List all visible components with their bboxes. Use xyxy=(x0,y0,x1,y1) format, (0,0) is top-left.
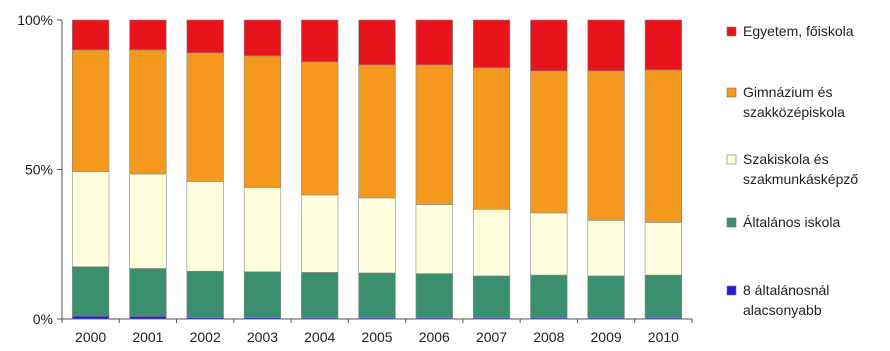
bar-segment-2001-series-3 xyxy=(129,49,167,175)
bar-segment-2005-series-1 xyxy=(358,272,396,319)
legend-label-line: szakmunkásképző xyxy=(743,171,858,187)
bar-segment-2002-series-2 xyxy=(186,181,224,272)
bar-segment-2010-series-2 xyxy=(644,222,682,276)
bar-segment-2008-series-2 xyxy=(530,212,568,276)
bar-segment-2006-series-1 xyxy=(415,273,453,319)
legend-label-line: Gimnázium és xyxy=(743,84,832,100)
bar-segment-2008-series-4 xyxy=(530,19,568,72)
bar-segment-2010-series-1 xyxy=(644,274,682,319)
x-tick-label-2004: 2004 xyxy=(304,329,335,345)
legend-label-line: alacsonyabb xyxy=(743,302,822,318)
bar-segment-2006-series-4 xyxy=(415,19,453,66)
bar-segment-2003-series-4 xyxy=(243,19,282,57)
y-tick-label: 0% xyxy=(33,311,53,327)
x-tick-label-2000: 2000 xyxy=(75,329,106,345)
y-tick-label: 50% xyxy=(25,162,53,178)
legend-label-3: Általános iskola xyxy=(743,214,840,230)
bar-segment-2005-series-4 xyxy=(358,19,396,66)
bar-segment-2004-series-2 xyxy=(301,194,339,273)
bar-segment-2009-series-2 xyxy=(587,220,625,277)
x-tick-label-2007: 2007 xyxy=(476,329,507,345)
bar-segment-2008-series-3 xyxy=(530,70,568,214)
bar-segment-2004-series-3 xyxy=(301,61,339,196)
x-tick-label-2005: 2005 xyxy=(361,329,392,345)
bar-segment-2000-series-4 xyxy=(72,19,110,51)
legend-label-1: Gimnázium és szakközépiskola xyxy=(743,84,845,120)
bar-segment-2007-series-1 xyxy=(472,275,511,319)
bar-segment-2009-series-4 xyxy=(587,19,625,72)
legend-swatch-3 xyxy=(726,217,737,228)
bar-segment-2005-series-2 xyxy=(358,197,396,274)
bar-segment-2002-series-3 xyxy=(186,52,224,182)
bar-segment-2000-series-1 xyxy=(72,266,110,317)
bar-segment-2009-series-3 xyxy=(587,70,625,221)
legend-label-2: Szakiskola és szakmunkásképző xyxy=(743,151,858,187)
bar-segment-2007-series-2 xyxy=(472,208,511,277)
x-tick-label-2006: 2006 xyxy=(419,329,450,345)
bar-segment-2001-series-1 xyxy=(129,268,167,317)
bar-segment-2009-series-1 xyxy=(587,275,625,319)
x-tick-label-2002: 2002 xyxy=(190,329,221,345)
x-tick-label-2008: 2008 xyxy=(533,329,564,345)
bar-segment-2002-series-1 xyxy=(186,270,224,318)
bar-segment-2000-series-2 xyxy=(72,171,110,267)
legend-label-line: 8 általánosnál xyxy=(743,282,829,298)
bar-segment-2006-series-2 xyxy=(415,204,453,274)
bar-segment-2001-series-4 xyxy=(129,19,167,51)
legend-label-line: Egyetem, főiskola xyxy=(743,23,854,39)
bar-segment-2010-series-3 xyxy=(644,69,682,223)
bar-segment-2000-series-0 xyxy=(72,315,110,320)
legend-swatch-2 xyxy=(726,154,737,165)
bar-segment-2000-series-3 xyxy=(72,49,110,172)
x-tick-label-2003: 2003 xyxy=(247,329,278,345)
legend-label-line: Szakiskola és xyxy=(743,151,829,167)
legend-label-line: Általános iskola xyxy=(743,214,840,230)
legend-swatch-1 xyxy=(726,87,737,98)
bar-segment-2001-series-2 xyxy=(129,173,167,269)
legend-label-4: 8 általánosnál alacsonyabb xyxy=(743,282,829,318)
x-tick-label-2001: 2001 xyxy=(132,329,163,345)
bar-segment-2007-series-4 xyxy=(472,19,511,69)
bar-segment-2008-series-1 xyxy=(530,274,568,319)
x-tick-label-2010: 2010 xyxy=(648,329,679,345)
legend-label-0: Egyetem, főiskola xyxy=(743,23,854,39)
bar-segment-2003-series-3 xyxy=(243,55,282,188)
legend-label-line: szakközépiskola xyxy=(743,104,845,120)
bar-segment-2001-series-0 xyxy=(129,316,167,320)
bar-segment-2003-series-1 xyxy=(243,271,282,318)
bar-segment-2003-series-2 xyxy=(243,187,282,273)
bar-segment-2010-series-4 xyxy=(644,19,682,71)
legend-swatch-0 xyxy=(726,26,737,37)
x-tick-label-2009: 2009 xyxy=(591,329,622,345)
bar-segment-2005-series-3 xyxy=(358,64,396,199)
bar-segment-2004-series-1 xyxy=(301,272,339,319)
legend-swatch-4 xyxy=(726,285,737,296)
y-tick-label: 100% xyxy=(17,12,53,28)
bar-segment-2002-series-4 xyxy=(186,19,224,54)
bar-segment-2007-series-3 xyxy=(472,67,511,210)
bar-segment-2004-series-4 xyxy=(301,19,339,63)
bar-segment-2006-series-3 xyxy=(415,64,453,205)
